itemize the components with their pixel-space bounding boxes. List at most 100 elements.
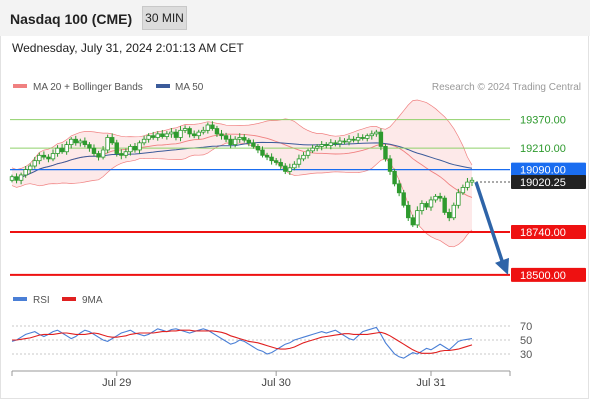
candle-body [114, 142, 119, 154]
candle-body [37, 154, 42, 162]
candle-body [447, 212, 452, 219]
time-axis-label: Jul 29 [102, 377, 131, 389]
candle-body [28, 165, 33, 170]
candle-body [255, 145, 261, 151]
candle-body [365, 135, 370, 139]
candle-body [251, 142, 256, 147]
candle-body [132, 145, 138, 151]
candle-body [9, 176, 15, 181]
bollinger-legend-swatch [13, 84, 27, 88]
candle-body [160, 133, 165, 137]
candle-body [260, 149, 265, 156]
candle-body [78, 140, 83, 144]
candle-body [273, 160, 279, 163]
candle-body [109, 137, 115, 144]
candle-body [355, 137, 361, 141]
rsi-ma-legend-label: 9MA [82, 295, 103, 306]
candle-body [69, 138, 74, 146]
candle-body [410, 217, 415, 226]
candle-body [287, 167, 293, 172]
candle-body [191, 133, 197, 137]
candle-body [283, 165, 288, 172]
candle-body [41, 154, 47, 158]
bollinger-legend-label: MA 20 + Bollinger Bands [33, 82, 143, 93]
bollinger-upper-line [11, 99, 473, 170]
candle-body [169, 131, 174, 135]
forecast-arrow-line [474, 181, 506, 268]
candle-body [14, 176, 19, 181]
candle-body [374, 131, 379, 135]
candle-body [451, 204, 456, 219]
candle-body [242, 137, 247, 141]
candle-body [369, 133, 375, 137]
candle-body [292, 163, 297, 169]
candle-body [237, 137, 242, 140]
candle-body [228, 138, 233, 146]
candle-body [428, 199, 434, 208]
candle-body [100, 149, 106, 158]
ma50-legend-swatch [156, 84, 170, 88]
candle-body [23, 169, 28, 176]
candle-body [178, 129, 183, 138]
instrument-title: Nasdaq 100 (CME) [10, 11, 133, 27]
candle-body [305, 150, 311, 156]
candle-body [328, 142, 334, 146]
level-label-last_price: 19020.25 [520, 177, 566, 189]
candle-body [406, 204, 411, 219]
candle-body [456, 192, 461, 206]
candle-body [91, 147, 97, 154]
timeframe-button[interactable]: 30 MIN [142, 6, 187, 30]
candle-body [360, 137, 365, 139]
candle-body [319, 144, 324, 147]
chart-frame [0, 36, 589, 399]
candle-body [333, 142, 338, 145]
timestamp: Wednesday, July 31, 2024 2:01:13 AM CET [12, 41, 244, 55]
candle-body [164, 133, 170, 137]
candle-body [150, 135, 156, 138]
candle-body [96, 153, 101, 158]
candle-body [392, 170, 397, 185]
candle-body [18, 174, 24, 181]
rsi-ma-line [12, 329, 473, 354]
candle-body [419, 203, 425, 212]
candle-body [50, 153, 56, 160]
candle-body [278, 162, 283, 167]
rsi-legend-swatch [13, 297, 27, 301]
level-label-support: 18500.00 [520, 270, 566, 282]
candle-body [137, 142, 142, 151]
candle-body [205, 124, 211, 131]
level-tag-bg [511, 175, 586, 190]
time-axis: Jul 29 Jul 30 Jul 31 [11, 370, 511, 389]
candle-body [155, 133, 160, 138]
candle-body [324, 144, 329, 147]
rsi-tick-label: 30 [520, 349, 532, 361]
rsi-tick-label: 70 [520, 321, 532, 333]
candle-body [442, 197, 447, 213]
candle-body [141, 138, 147, 144]
candle-body [73, 138, 78, 144]
candle-body [433, 195, 438, 201]
candle-body [378, 131, 384, 147]
candle-body [128, 145, 133, 153]
candle-body [105, 137, 110, 151]
candle-body [351, 138, 356, 141]
candle-body [64, 144, 69, 153]
bollinger-band-fill [12, 100, 472, 247]
candle-body [146, 135, 151, 140]
candle-body [214, 128, 220, 135]
candle-body [182, 128, 188, 131]
candle-body [201, 129, 206, 133]
level-tag-bg [511, 267, 586, 282]
candle-body [346, 138, 352, 143]
level-label-support: 18740.00 [520, 227, 566, 239]
candle-body [264, 154, 270, 158]
rsi-ma-legend-swatch [62, 297, 76, 301]
candle-body [310, 147, 315, 152]
candle-body [123, 151, 129, 156]
candle-body [269, 156, 274, 162]
candle-body [210, 124, 215, 129]
candle-body [173, 131, 179, 138]
time-axis-label: Jul 31 [416, 377, 445, 389]
